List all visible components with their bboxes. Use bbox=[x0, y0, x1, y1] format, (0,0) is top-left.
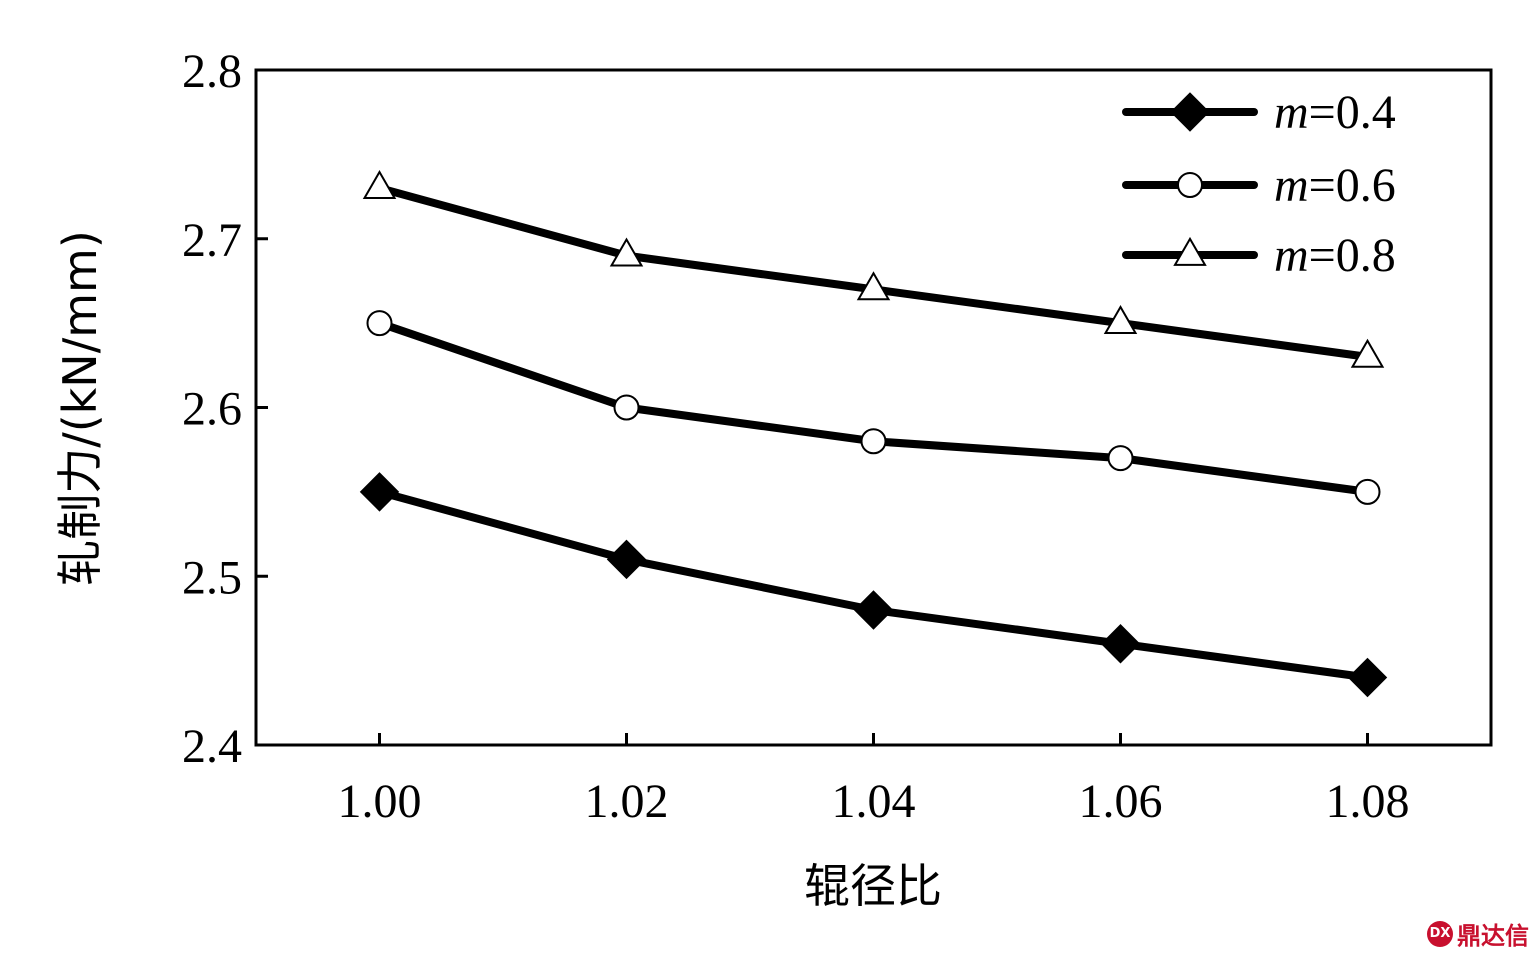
y-axis: 2.4 2.5 2.6 2.7 2.8 bbox=[182, 45, 268, 773]
data-point bbox=[1103, 305, 1138, 335]
y-tick-label: 2.4 bbox=[182, 720, 242, 773]
series-line bbox=[375, 319, 1372, 496]
y-tick-label: 2.5 bbox=[182, 551, 242, 604]
data-point bbox=[1100, 624, 1141, 664]
legend-label: m=0.8 bbox=[1274, 229, 1396, 282]
data-point bbox=[359, 472, 400, 512]
data-point bbox=[362, 170, 397, 200]
data-point bbox=[613, 394, 640, 421]
data-point bbox=[856, 271, 891, 301]
series-triangle-open bbox=[362, 170, 1385, 368]
watermark: DX 鼎达信 bbox=[1427, 916, 1529, 951]
data-point bbox=[609, 237, 644, 267]
watermark-text: 鼎达信 bbox=[1457, 922, 1529, 950]
y-tick-label: 2.7 bbox=[182, 214, 242, 267]
x-axis-title: 辊径比 bbox=[804, 859, 942, 913]
y-tick-label: 2.8 bbox=[182, 45, 242, 98]
data-point bbox=[853, 590, 894, 630]
watermark-logo-icon: DX bbox=[1427, 920, 1453, 947]
x-tick-label: 1.08 bbox=[1326, 775, 1410, 828]
legend-label: m=0.4 bbox=[1274, 86, 1396, 139]
legend-item: m=0.8 bbox=[1122, 229, 1396, 282]
legend-item: m=0.6 bbox=[1122, 159, 1396, 212]
data-point bbox=[606, 539, 647, 580]
data-point bbox=[1350, 338, 1385, 368]
x-tick-label: 1.02 bbox=[585, 775, 669, 828]
x-axis: 1.00 1.02 1.04 1.06 1.08 bbox=[338, 733, 1410, 828]
legend-marker bbox=[1173, 236, 1207, 266]
legend-label: m=0.6 bbox=[1274, 159, 1396, 212]
data-point bbox=[1354, 478, 1381, 505]
x-tick-label: 1.00 bbox=[338, 775, 422, 828]
series-line bbox=[375, 487, 1372, 682]
series-diamond-filled bbox=[359, 472, 1388, 698]
x-tick-label: 1.04 bbox=[832, 775, 916, 828]
series-circle-open bbox=[366, 310, 1381, 505]
series-layer bbox=[359, 170, 1388, 698]
legend-item: m=0.4 bbox=[1122, 86, 1396, 139]
legend: m=0.4 m=0.6 m=0.8 bbox=[1122, 86, 1396, 282]
data-point bbox=[366, 310, 393, 337]
legend-marker bbox=[1170, 92, 1210, 132]
data-point bbox=[1107, 445, 1134, 472]
y-axis-title: 轧制力/(kN/mm) bbox=[53, 230, 107, 586]
data-point bbox=[1347, 657, 1388, 698]
y-tick-label: 2.6 bbox=[182, 383, 242, 436]
legend-marker bbox=[1177, 172, 1203, 198]
x-tick-label: 1.06 bbox=[1079, 775, 1163, 828]
data-point bbox=[860, 428, 887, 455]
